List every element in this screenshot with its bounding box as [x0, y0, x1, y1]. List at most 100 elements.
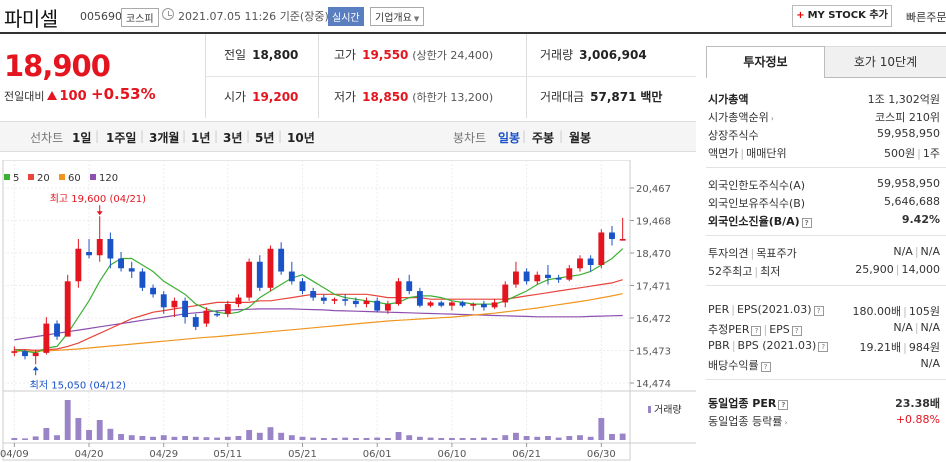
- realtime-button[interactable]: 실시간: [328, 7, 364, 26]
- tab-investment-info[interactable]: 투자정보: [706, 46, 825, 78]
- per-row: PER | EPS(2021.03)? 180.00배 | 105원: [706, 303, 946, 320]
- ma-line-5: [14, 248, 624, 354]
- ma-line-20: [14, 279, 623, 351]
- foreign-ratio-label-wrap: 외국인소진율(B/A)?: [708, 213, 812, 229]
- volume-bar: [150, 436, 157, 440]
- sector-change-label-text: 동일업종 등락률: [708, 415, 783, 428]
- y-tick-label: 20,467: [636, 184, 671, 195]
- add-mystock-button[interactable]: + MY STOCK 추가: [792, 5, 892, 27]
- candle-body: [64, 281, 71, 337]
- market-cap-rank-row: 시가총액순위 › 코스피 210위: [706, 109, 946, 126]
- foreign-holding-value: 5,646,688: [884, 195, 940, 208]
- volume-label: 거래량: [540, 48, 574, 62]
- candle-body: [235, 297, 242, 305]
- quick-order-link[interactable]: 빠른주문: [906, 11, 946, 24]
- week52-label: 52주최고 | 최저: [708, 263, 780, 279]
- candle-body: [182, 300, 189, 318]
- candle-weekly[interactable]: 주봉: [532, 131, 555, 145]
- week52-label-2: 최저: [760, 265, 781, 278]
- pbr-value-2: 984원: [908, 341, 940, 354]
- divider: |: [246, 129, 251, 143]
- chevron-down-icon: ▼: [413, 15, 420, 23]
- sector-per-label-text: 동일업종 PER: [708, 397, 777, 410]
- foreign-holding-row: 외국인보유주식수(B) 5,646,688: [706, 195, 946, 212]
- help-icon[interactable]: ?: [751, 326, 762, 336]
- candle-body: [118, 258, 124, 269]
- volume-bar: [203, 437, 210, 440]
- help-icon[interactable]: ?: [791, 326, 802, 336]
- divider: |: [895, 263, 900, 276]
- y-tick-label: 19,468: [636, 217, 671, 228]
- x-tick-label: 06/10: [437, 449, 466, 460]
- open-value: 19,200: [252, 90, 299, 104]
- open-price: 시가 19,200: [224, 76, 298, 118]
- period-bar: 선차트 1일 | 1주일 | 3개월 | 1년 | 3년 | 5년 | 10년 …: [0, 121, 696, 152]
- per-label-2: EPS(2021.03): [736, 303, 812, 316]
- candle-body: [416, 291, 423, 306]
- candle-body: [448, 302, 455, 306]
- divider: |: [731, 339, 736, 352]
- est-per-value: N/A | N/A: [893, 321, 940, 334]
- candle-body: [502, 284, 509, 303]
- volume-bar: [416, 436, 423, 440]
- pbr-value: 19.21배 | 984원: [860, 339, 940, 355]
- period-1w[interactable]: 1주일: [106, 131, 137, 145]
- divider: |: [140, 129, 145, 143]
- shares-value: 59,958,950: [877, 127, 940, 140]
- volume-bar: [278, 432, 285, 440]
- rank-value: 코스피 210위: [875, 111, 940, 124]
- volume-bar: [75, 418, 82, 440]
- tab-orderbook-10[interactable]: 호가 10단계: [825, 46, 946, 78]
- volume-bar: [502, 435, 509, 440]
- period-1y[interactable]: 1년: [191, 131, 211, 145]
- help-icon[interactable]: ?: [818, 342, 829, 352]
- legend-swatch-20: [28, 174, 34, 180]
- volume-bar: [555, 437, 562, 440]
- divider: |: [914, 321, 919, 334]
- volume-bar: [288, 435, 295, 440]
- opinion-value-2: N/A: [920, 245, 940, 258]
- company-overview-dropdown[interactable]: 기업개요 ▼: [370, 7, 425, 26]
- help-icon[interactable]: ?: [801, 218, 812, 228]
- week52-row: 52주최고 | 최저 25,900 | 14,000: [706, 263, 946, 280]
- candle-body: [352, 300, 359, 305]
- divider: |: [182, 129, 187, 143]
- volume-bar: [577, 435, 583, 440]
- max-arrow-head-icon: [96, 211, 103, 216]
- volume-bar: [43, 428, 50, 440]
- amount-unit: 백만: [640, 90, 663, 104]
- volume-bar: [491, 438, 498, 440]
- period-1d[interactable]: 1일: [72, 131, 92, 145]
- candle-body: [288, 271, 295, 282]
- volume-bar: [299, 436, 306, 440]
- candle-body: [406, 281, 413, 292]
- candle-body: [555, 278, 562, 280]
- candle-daily[interactable]: 일봉: [498, 131, 521, 145]
- par-value-1: 500원: [884, 147, 916, 160]
- price-diff: 전일대비 100: [4, 88, 87, 104]
- week52-value: 25,900 | 14,000: [855, 263, 940, 276]
- candle-monthly[interactable]: 월봉: [569, 131, 592, 145]
- rank-label-wrap[interactable]: 시가총액순위 ›: [708, 109, 774, 125]
- candle-body: [107, 238, 114, 259]
- diff-value: 100: [59, 89, 87, 104]
- week52-low: 14,000: [901, 263, 941, 276]
- divider: |: [95, 129, 100, 143]
- period-3y[interactable]: 3년: [223, 131, 243, 145]
- shares-label: 상장주식수: [708, 129, 759, 142]
- opinion-value: N/A | N/A: [893, 245, 940, 258]
- period-3m[interactable]: 3개월: [149, 131, 180, 145]
- help-icon[interactable]: ?: [760, 362, 771, 372]
- min-price-label: 최저 15,050 (04/12): [30, 379, 126, 391]
- per-label: PER | EPS(2021.03)?: [708, 303, 824, 316]
- candle-body: [171, 300, 178, 308]
- est-per-label-2: EPS: [769, 323, 790, 336]
- help-icon[interactable]: ?: [813, 306, 824, 316]
- volume-bar: [139, 436, 146, 440]
- period-5y[interactable]: 5년: [255, 131, 275, 145]
- x-tick-label: 04/20: [75, 449, 104, 460]
- help-icon[interactable]: ?: [778, 400, 789, 410]
- volume-bar: [459, 438, 466, 440]
- investment-info-panel: 투자정보 호가 10단계 시가총액 1조 1,302억원 시가총액순위 › 코스피 2…: [706, 46, 946, 462]
- period-10y[interactable]: 10년: [287, 131, 315, 145]
